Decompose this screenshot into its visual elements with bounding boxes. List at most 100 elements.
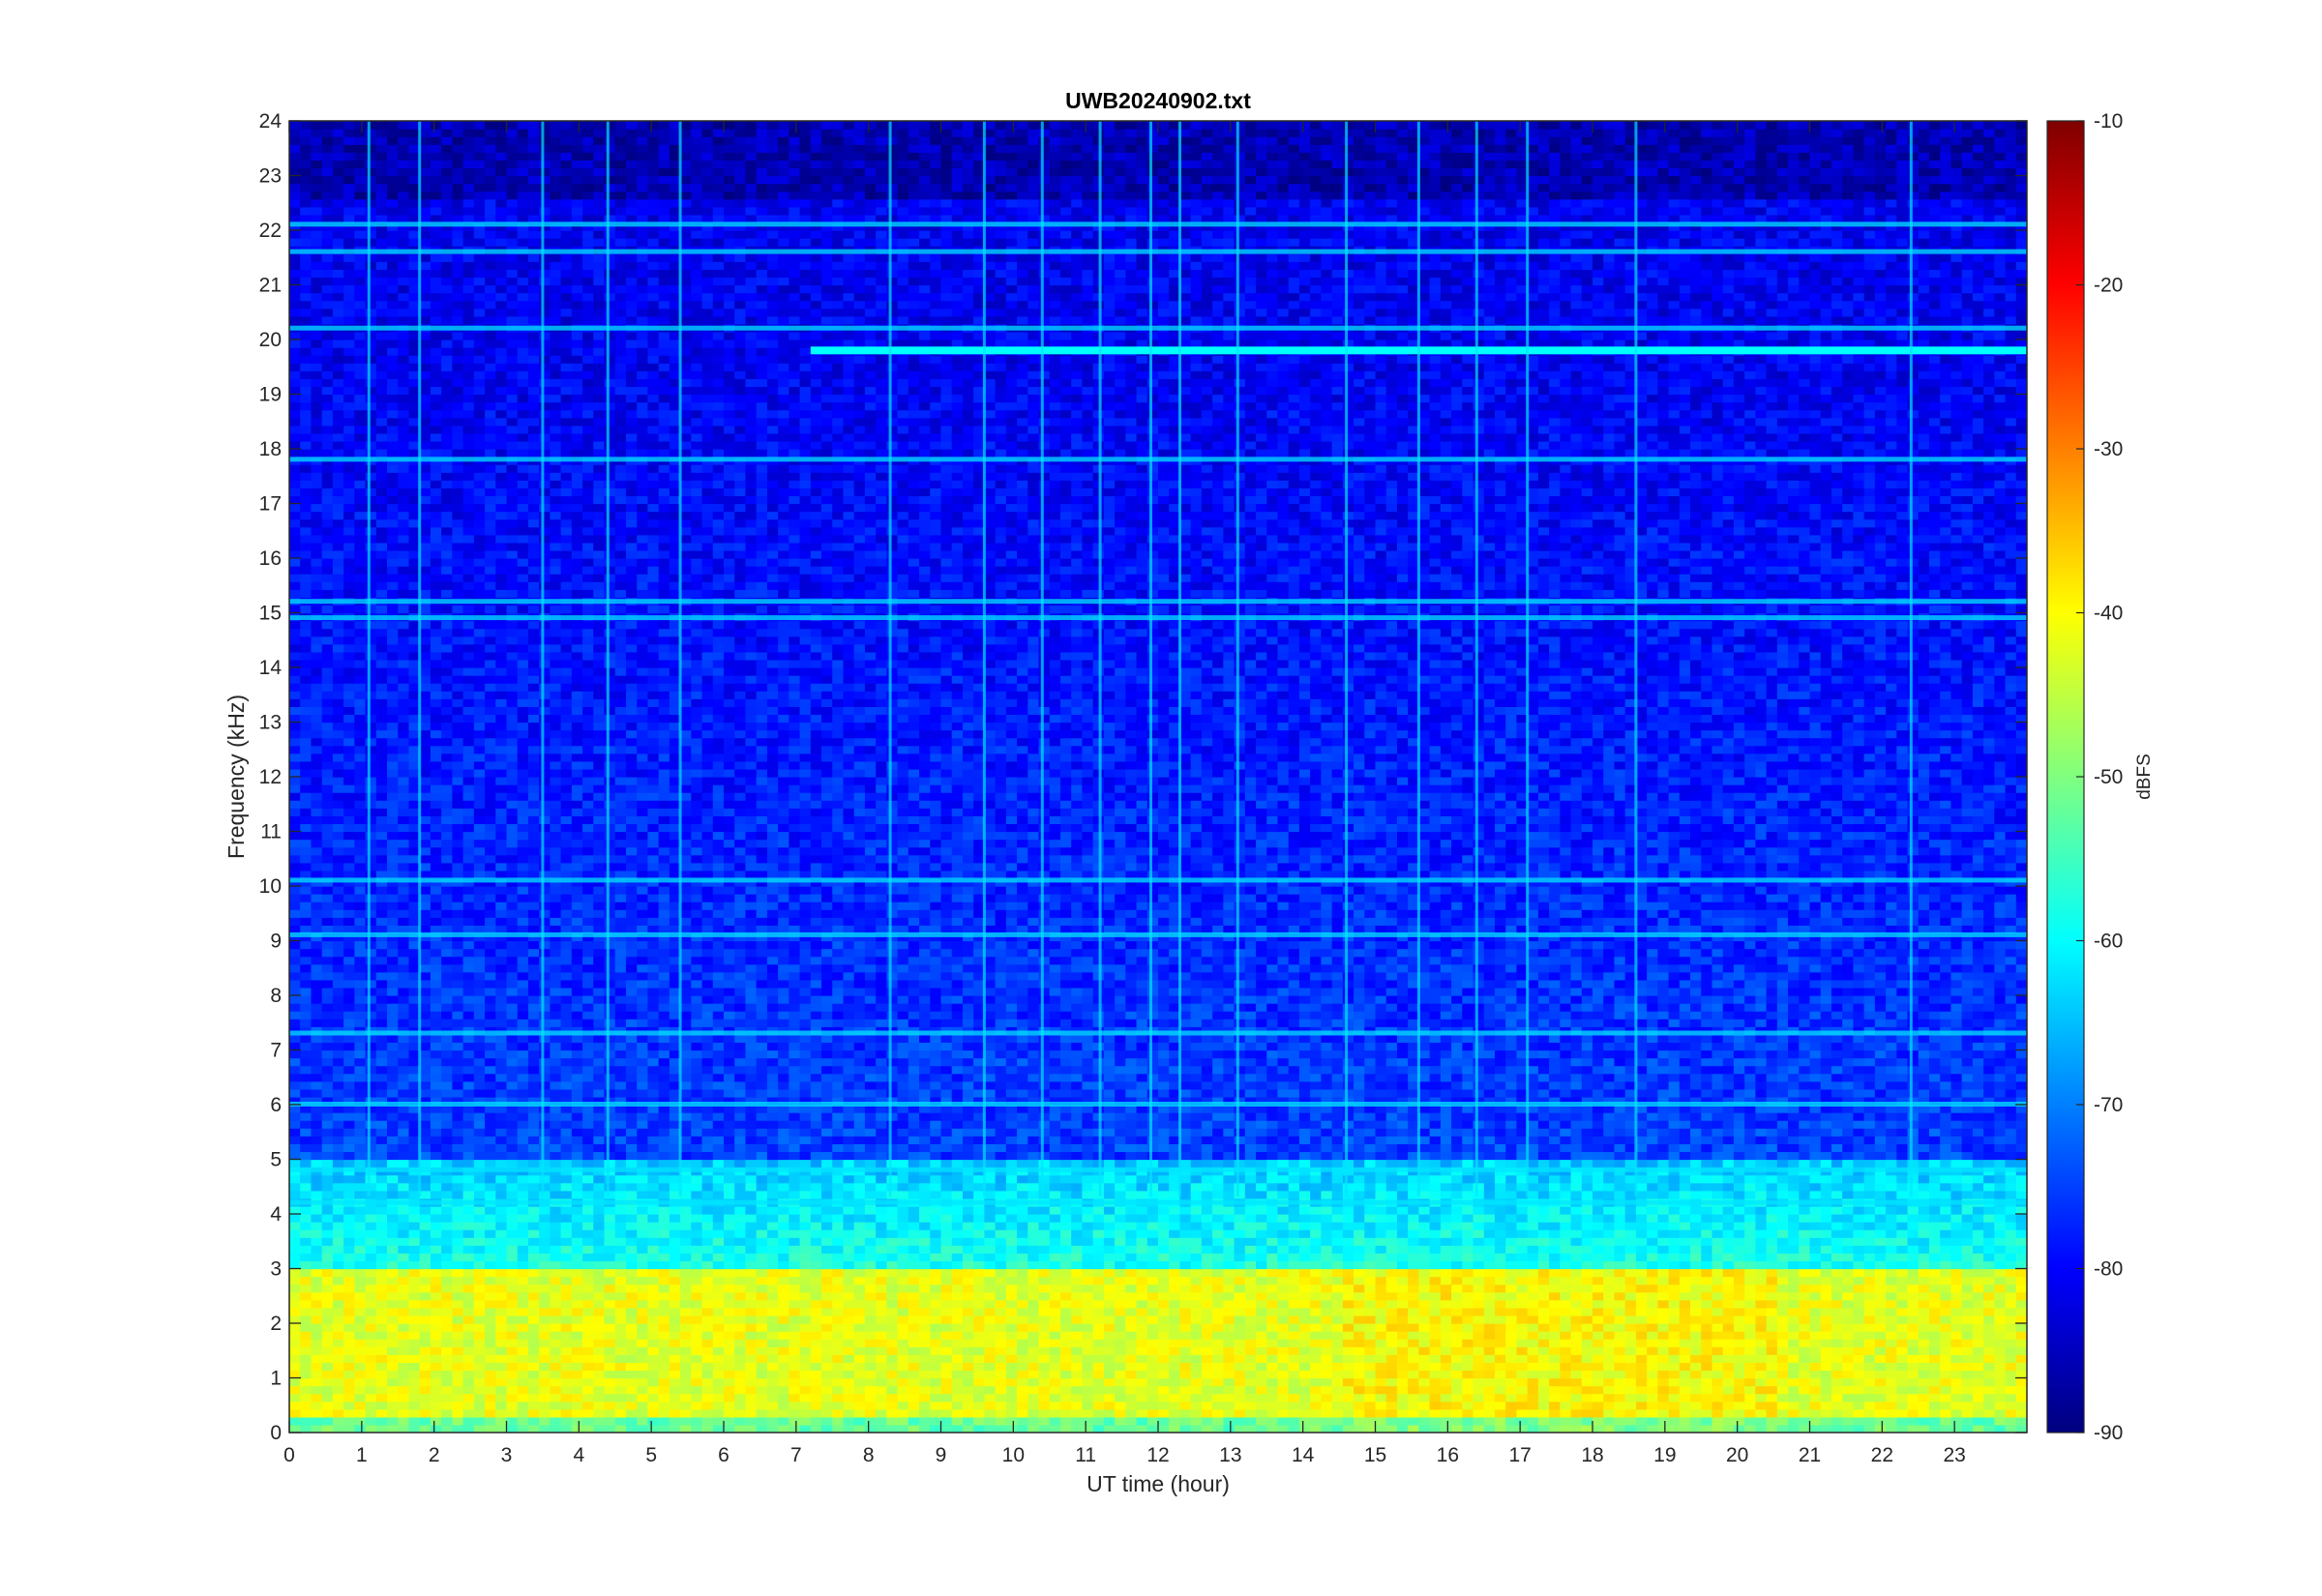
spectrogram-cell	[1136, 1354, 1148, 1363]
spectrogram-cell	[1440, 1416, 1452, 1426]
spectrogram-cell	[539, 1253, 551, 1262]
spectrogram-cell	[485, 1416, 496, 1426]
spectrogram-cell	[995, 1377, 1007, 1387]
spectrogram-cell	[1125, 1393, 1138, 1403]
spectrogram-cell	[701, 1245, 714, 1254]
spectrogram-cell	[756, 1299, 768, 1309]
spectrogram-cell	[1635, 1370, 1648, 1379]
spectrogram-cell	[1527, 1315, 1539, 1324]
spectrogram-cell	[1027, 1362, 1040, 1372]
spectrogram-cell	[843, 1237, 855, 1246]
spectrogram-cell	[984, 1354, 997, 1363]
spectrogram-cell	[637, 1276, 649, 1286]
spectrogram-cell	[1462, 1229, 1474, 1238]
spectrogram-cell	[1146, 1237, 1159, 1246]
spectrogram-cell	[1593, 1331, 1604, 1340]
spectrogram-cell	[1005, 1346, 1018, 1355]
spectrogram-cell	[1744, 1284, 1756, 1293]
spectrogram-cell	[1766, 1190, 1778, 1199]
spectrogram-cell	[1668, 1385, 1681, 1395]
spectrogram-cell	[321, 1354, 334, 1363]
spectrogram-cell	[430, 1346, 442, 1355]
spectrogram-cell	[1635, 1237, 1648, 1246]
spectrogram-cell	[1234, 1401, 1246, 1410]
spectrogram-cell	[1994, 1253, 2007, 1262]
spectrogram-cell	[1809, 1323, 1822, 1332]
spectrogram-cell	[485, 1370, 496, 1379]
spectrogram-cell	[419, 1331, 432, 1340]
spectrogram-cell	[1038, 1323, 1051, 1332]
spectrogram-cell	[1408, 1307, 1419, 1316]
spectrogram-cell	[1136, 1299, 1148, 1309]
spectrogram-cell	[734, 1237, 747, 1246]
spectrogram-cell	[1853, 1253, 1865, 1262]
spectrogram-cell	[1125, 1323, 1138, 1332]
spectrogram-cell	[1961, 1284, 1974, 1293]
spectrogram-cell	[289, 1284, 301, 1293]
spectrogram-cell	[766, 1354, 779, 1363]
spectrogram-cell	[940, 1291, 953, 1301]
spectrogram-cell	[1972, 1370, 1984, 1379]
spectrogram-cell	[1907, 1237, 1920, 1246]
spectrogram-cell	[289, 1416, 301, 1426]
spectrogram-cell	[1701, 1315, 1713, 1324]
spectrogram-cell	[1158, 1260, 1170, 1270]
spectrogram-cell	[1082, 1276, 1094, 1286]
spectrogram-cell	[1429, 1354, 1442, 1363]
spectrogram-cell	[1473, 1377, 1485, 1387]
spectrogram-cell	[1755, 1291, 1768, 1301]
spectrogram-cell	[311, 1315, 323, 1324]
spectrogram-cell	[1059, 1291, 1072, 1301]
spectrogram-cell	[614, 1408, 627, 1418]
spectrogram-cell	[1342, 1260, 1354, 1270]
spectrogram-cell	[1027, 1229, 1040, 1238]
spectrogram-cell	[2005, 1307, 2017, 1316]
spectrogram-cell	[582, 1182, 594, 1192]
spectrogram-cell	[354, 1291, 367, 1301]
spectrogram-cell	[1266, 1339, 1279, 1347]
spectrogram-cell	[1082, 1416, 1094, 1426]
spectrogram-cell	[1994, 1416, 2007, 1426]
spectrogram-cell	[1017, 1253, 1028, 1262]
spectrogram-cell	[2005, 1268, 2017, 1278]
spectrogram-cell	[593, 1276, 606, 1286]
spectrogram-cell	[1983, 1339, 1995, 1347]
spectrogram-cell	[1027, 1416, 1040, 1426]
spectrogram-cell	[1820, 1315, 1832, 1324]
spectrogram-cell	[604, 1393, 616, 1403]
spectrogram-cell	[1223, 1377, 1235, 1387]
spectrogram-cell	[1059, 1408, 1072, 1418]
spectrogram-cell	[1103, 1346, 1116, 1355]
spectrogram-cell	[1994, 1370, 2007, 1379]
spectrogram-cell	[517, 1276, 529, 1286]
spectrogram-cell	[1701, 1268, 1713, 1278]
spectrogram-cell	[582, 1416, 594, 1426]
spectrogram-cell	[1494, 1362, 1506, 1372]
spectrogram-cell	[1560, 1377, 1572, 1387]
spectrogram-cell	[1593, 1268, 1604, 1278]
spectrogram-cell	[691, 1276, 703, 1286]
spectrogram-cell	[1494, 1253, 1506, 1262]
spectrogram-cell	[821, 1339, 833, 1347]
spectrogram-cell	[1657, 1408, 1670, 1418]
spectrogram-cell	[843, 1205, 855, 1215]
spectrogram-cell	[1679, 1245, 1691, 1254]
spectrogram-cell	[1560, 1291, 1572, 1301]
spectrogram-cell	[1038, 1299, 1051, 1309]
spectrogram-cell	[853, 1284, 866, 1293]
spectrogram-cell	[1473, 1385, 1485, 1395]
spectrogram-cell	[2015, 1393, 2027, 1403]
spectrogram-cell	[995, 1260, 1007, 1270]
spectrogram-cell	[669, 1182, 681, 1192]
spectrogram-cell	[1505, 1268, 1518, 1278]
spectrogram-cell	[1950, 1315, 1963, 1324]
spectrogram-cell	[1874, 1370, 1887, 1379]
spectrogram-cell	[1701, 1284, 1713, 1293]
spectrogram-cell	[452, 1401, 464, 1410]
spectrogram-cell	[560, 1315, 573, 1324]
spectrogram-cell	[789, 1205, 801, 1215]
spectrogram-cell	[832, 1190, 845, 1199]
spectrogram-cell	[1603, 1346, 1616, 1355]
spectrogram-cell	[1190, 1416, 1203, 1426]
spectrogram-cell	[1537, 1370, 1550, 1379]
